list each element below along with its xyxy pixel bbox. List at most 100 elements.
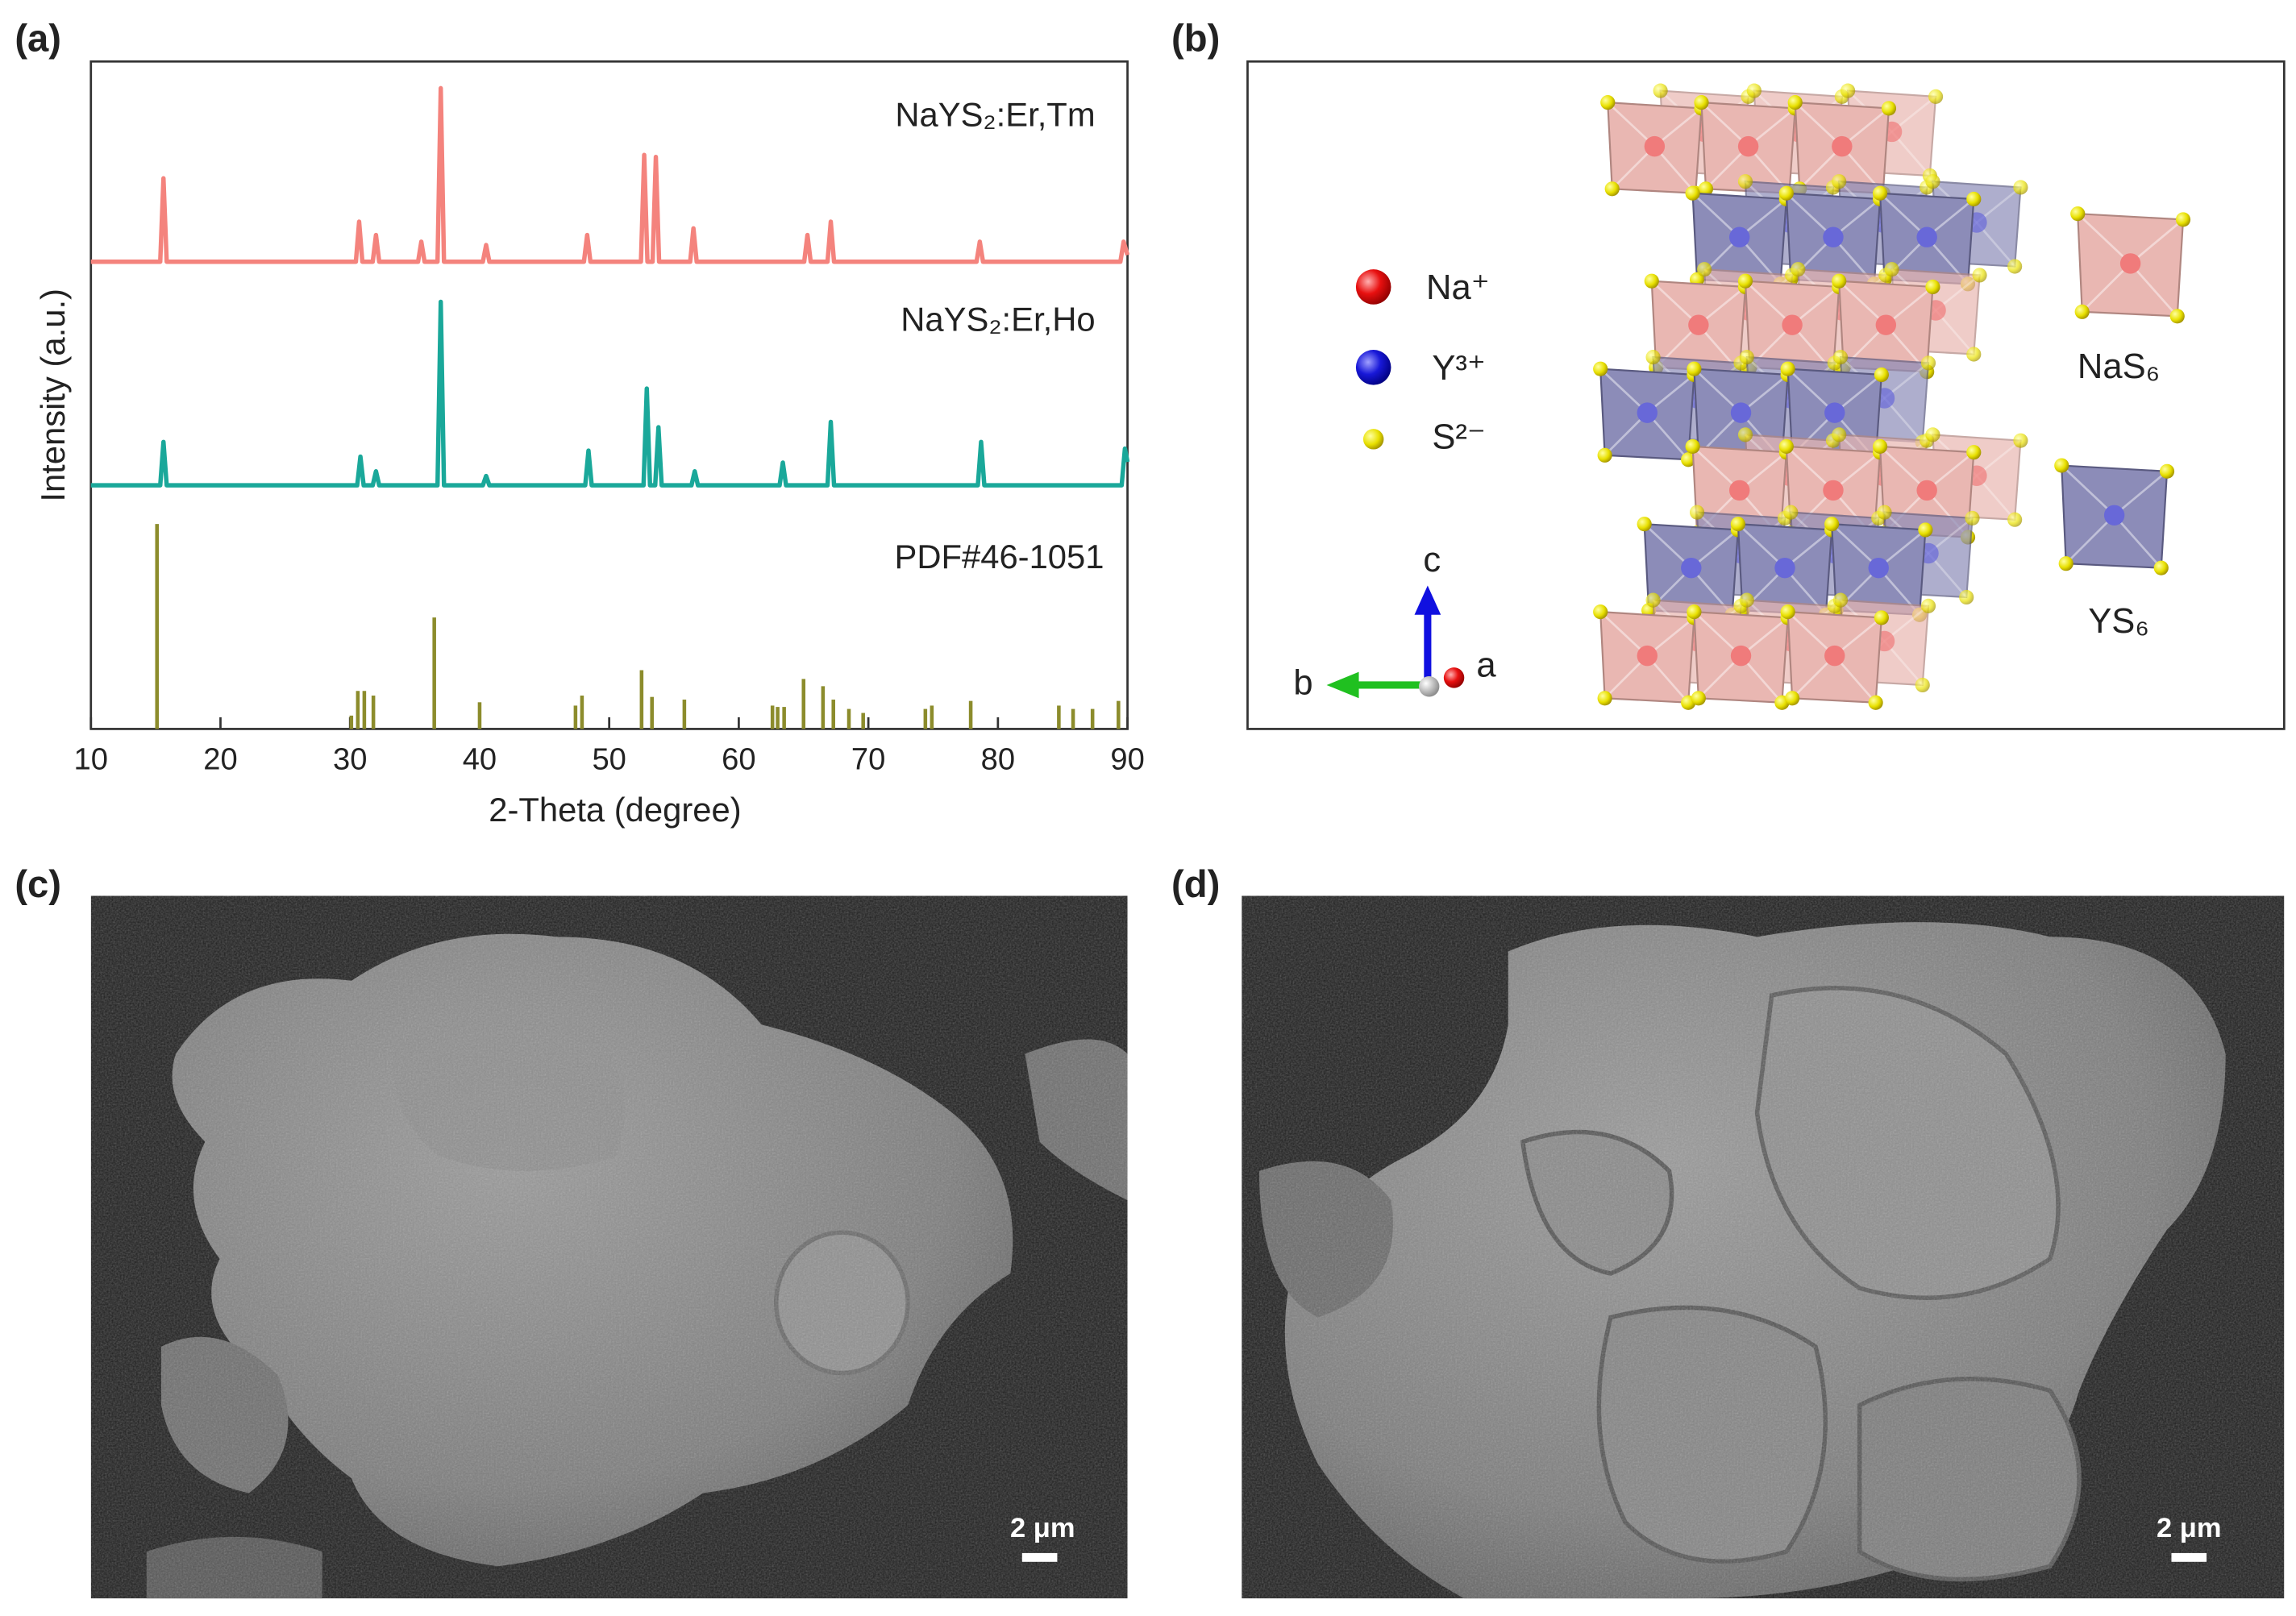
- axis-label: a: [1476, 646, 1496, 685]
- s-atom: [2169, 309, 2185, 324]
- octahedron-edge: [1831, 523, 1880, 569]
- octahedron-edge: [1737, 523, 1786, 569]
- octahedron-core: [1729, 480, 1750, 501]
- legend-label: Y³⁺: [1432, 349, 1486, 388]
- s-atom: [2054, 458, 2069, 473]
- xrd-line: [90, 85, 1130, 264]
- octahedron-edge: [2129, 262, 2178, 318]
- octahedron-edge: [2113, 470, 2168, 517]
- s-atom: [1780, 604, 1795, 620]
- octahedron-edge: [1879, 445, 1928, 492]
- x-tick-label: 70: [851, 742, 885, 776]
- arrow-head: [1414, 585, 1441, 615]
- s-atom: [2007, 512, 2023, 527]
- octahedron-core: [1824, 402, 1845, 423]
- crystal-structure: Na⁺ Y³⁺ S²⁻ c b a NaS₆ YS₆: [1246, 60, 2286, 730]
- sem-image: 2 μm: [90, 895, 1128, 1599]
- legend-label: S²⁻: [1432, 418, 1486, 456]
- s-atom: [1928, 89, 1944, 104]
- s-atom: [1918, 522, 1933, 538]
- s-atom: [1739, 592, 1754, 608]
- scale-bar-label: 2 μm: [1010, 1513, 1075, 1543]
- x-axis-label: 2-Theta (degree): [489, 791, 741, 829]
- octahedron-core: [1823, 226, 1844, 247]
- s-atom: [1832, 174, 1847, 189]
- s-atom: [1691, 691, 1706, 706]
- octahedron-core: [1729, 226, 1750, 247]
- octahedron-edge: [1838, 280, 1887, 326]
- s-atom: [1597, 447, 1612, 463]
- octahedron-core: [1823, 480, 1844, 501]
- s-atom: [1698, 181, 1714, 197]
- octahedron-edge: [1653, 145, 1697, 194]
- polyhedron-label: YS₆: [2088, 602, 2149, 641]
- s-atom: [1362, 429, 1384, 450]
- s-atom: [1737, 174, 1753, 189]
- s-atom: [2013, 433, 2028, 448]
- s-atom: [1841, 83, 1856, 98]
- s-atom: [1739, 350, 1754, 365]
- s-atom: [1832, 427, 1847, 442]
- octahedron-edge: [1786, 368, 1836, 414]
- s-atom: [1783, 505, 1799, 520]
- s-atom: [1730, 517, 1745, 532]
- octahedron-edge: [2113, 514, 2162, 569]
- octahedron-edge: [1785, 445, 1834, 492]
- s-atom: [1884, 262, 1899, 277]
- s-atom: [1832, 273, 1847, 289]
- octahedron-edge: [2065, 514, 2115, 565]
- octahedron-edge: [1693, 611, 1742, 657]
- octahedron-core: [1875, 314, 1897, 335]
- s-atom: [1966, 347, 1982, 362]
- octahedron-core: [2119, 253, 2141, 274]
- octahedron-core: [1916, 480, 1937, 501]
- octahedron-core: [1730, 402, 1752, 423]
- octahedron-edge: [1691, 192, 1741, 239]
- x-tick-label: 20: [203, 742, 237, 776]
- octahedron-edge: [1646, 654, 1690, 704]
- octahedron-core: [2103, 505, 2125, 526]
- s-atom: [1874, 367, 1889, 383]
- octahedron-edge: [1786, 611, 1836, 657]
- polyhedron-label: NaS₆: [2078, 347, 2160, 386]
- s-atom: [1645, 350, 1661, 365]
- octahedron-core: [1832, 135, 1853, 157]
- s-atom: [1737, 427, 1753, 442]
- s-atom: [1697, 262, 1712, 277]
- axis-label: c: [1423, 541, 1441, 580]
- s-atom: [1925, 279, 1940, 295]
- s-atom: [1597, 691, 1612, 706]
- s-atom: [1787, 95, 1803, 110]
- arrow-head: [1326, 671, 1359, 699]
- s-atom: [1653, 83, 1668, 98]
- s-atom: [1872, 438, 1888, 454]
- s-atom: [1694, 95, 1709, 110]
- s-atom: [1785, 691, 1800, 706]
- y-atom: [1355, 350, 1391, 385]
- s-atom: [1872, 185, 1888, 201]
- scale-bar: [2171, 1552, 2207, 1562]
- octahedron-core: [1782, 314, 1803, 335]
- octahedron-edge: [1599, 368, 1649, 414]
- scale-bar-label: 2 μm: [2157, 1513, 2222, 1543]
- s-atom: [1972, 268, 1987, 283]
- s-atom: [1737, 273, 1753, 289]
- s-atom: [1687, 361, 1702, 376]
- s-atom: [1877, 505, 1892, 520]
- octahedron-edge: [1646, 412, 1690, 461]
- octahedron-edge: [1833, 654, 1877, 704]
- x-tick-label: 80: [981, 742, 1015, 776]
- legend-label: Na⁺: [1426, 268, 1490, 307]
- s-atom: [1689, 505, 1705, 520]
- octahedron-core: [1737, 135, 1759, 157]
- octahedron-core: [1637, 645, 1658, 667]
- s-atom: [2007, 259, 2023, 274]
- s-atom: [1915, 677, 1930, 693]
- s-atom: [2153, 560, 2169, 575]
- lattice: [1593, 83, 2191, 710]
- octahedron-edge: [2081, 262, 2132, 313]
- s-atom: [1600, 95, 1616, 110]
- octahedron-core: [1644, 135, 1666, 157]
- s-atom: [2058, 556, 2073, 571]
